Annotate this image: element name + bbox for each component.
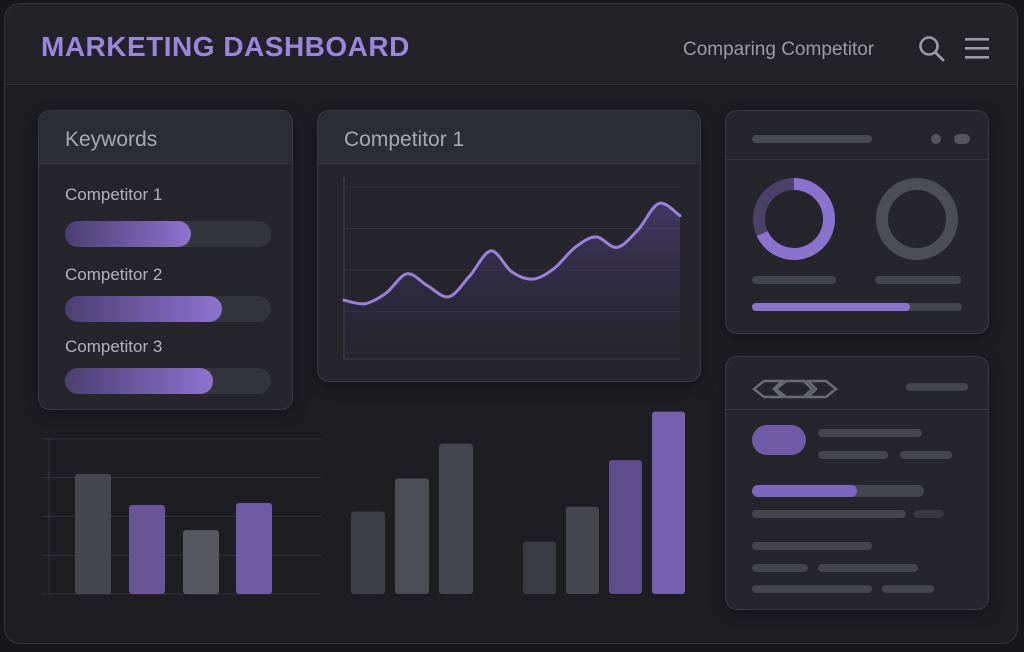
header-placeholder (906, 383, 968, 391)
keywords-card-title: Keywords (65, 128, 158, 151)
widget-progress-track (752, 303, 962, 311)
dashboard-window: MARKETING DASHBOARD Comparing Competitor… (4, 3, 1018, 644)
line-area (344, 203, 680, 353)
bar-chart-1 (41, 438, 321, 595)
keyword-progress-fill-2 (65, 296, 222, 322)
keyword-progress-fill-3 (65, 368, 214, 394)
keyword-progress-1 (65, 221, 271, 247)
widget-progress-fill (752, 303, 910, 311)
bar (351, 511, 385, 594)
bar (523, 541, 556, 594)
header-placeholder (752, 135, 872, 143)
competitor-line-card: Competitor 1 (317, 110, 701, 382)
donut-charts (753, 178, 958, 260)
header-bar: MARKETING DASHBOARD Comparing Competitor (5, 4, 1017, 85)
list-line (900, 451, 952, 459)
keyword-label-3: Competitor 3 (65, 337, 163, 356)
donut-widget-card (725, 110, 989, 334)
header-subtitle: Comparing Competitor (683, 39, 875, 60)
line-card-header: Competitor 1 (318, 111, 700, 164)
brand-logo-icon (752, 379, 839, 399)
list-line (752, 585, 872, 593)
keywords-card: Keywords Competitor 1 Competitor 2 Compe… (38, 110, 293, 410)
list-widget-header (726, 357, 988, 410)
bar (183, 530, 219, 594)
donut-widget-header (726, 111, 988, 160)
bar-chart-3 (523, 411, 685, 594)
keyword-progress-fill-1 (65, 221, 191, 247)
bar (566, 506, 599, 594)
keyword-progress-2 (65, 296, 271, 322)
list-progress-track (752, 485, 924, 497)
bar-chart-2 (351, 443, 473, 594)
keywords-card-header: Keywords (39, 111, 292, 164)
keyword-progress-3 (65, 368, 271, 394)
list-line (882, 585, 934, 593)
keyword-label-2: Competitor 2 (65, 265, 163, 284)
dot-icon[interactable] (931, 134, 941, 144)
list-line (752, 564, 808, 572)
bar (395, 478, 429, 594)
donut-left-caption (752, 276, 836, 284)
hamburger-menu-icon[interactable] (963, 34, 993, 64)
bar (129, 504, 165, 594)
donut-right-caption (875, 276, 961, 284)
donut-left-arc (753, 178, 835, 260)
list-widget-card (725, 356, 989, 610)
list-line (752, 542, 872, 550)
list-progress-fill (752, 485, 857, 497)
bar (236, 502, 272, 594)
line-chart (342, 177, 682, 360)
list-line (818, 429, 922, 437)
list-line (752, 510, 906, 518)
list-line (818, 564, 918, 572)
list-line (818, 451, 888, 459)
donut-right-ring (876, 178, 958, 260)
line-series (342, 201, 682, 306)
bar (652, 411, 685, 594)
keyword-label-1: Competitor 1 (65, 185, 163, 204)
search-icon[interactable] (917, 34, 947, 64)
line-card-title: Competitor 1 (344, 128, 465, 151)
bar (439, 443, 473, 594)
toggle-pill[interactable] (752, 425, 806, 455)
bar (75, 473, 111, 594)
page-title: MARKETING DASHBOARD (41, 31, 410, 62)
pill-icon[interactable] (954, 134, 970, 144)
bar (609, 460, 642, 594)
list-line (914, 510, 944, 518)
